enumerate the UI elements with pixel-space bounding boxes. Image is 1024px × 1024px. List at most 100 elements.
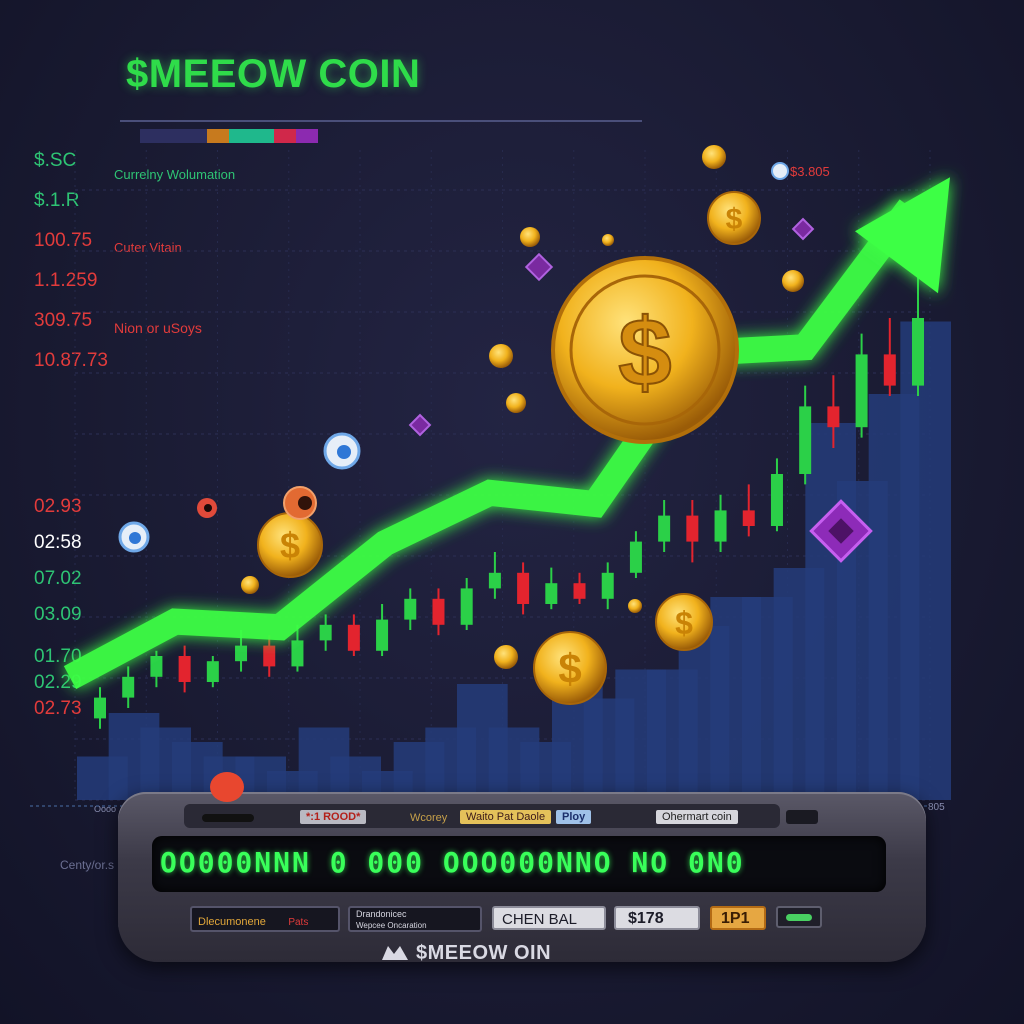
colorbar-segment bbox=[295, 129, 318, 143]
eye-bot-icon bbox=[283, 486, 317, 520]
field-value: Pats bbox=[288, 917, 309, 928]
axis-left-label: Oooo bbox=[94, 804, 117, 814]
field-label: Drandonicec bbox=[356, 909, 407, 919]
candle-body bbox=[714, 510, 727, 542]
console-tag: Waito Pat Daole bbox=[460, 810, 552, 824]
svg-text:$: $ bbox=[726, 203, 743, 236]
candle-body bbox=[122, 676, 135, 698]
coin-decorations: $ $ $ $ $ bbox=[118, 145, 873, 705]
left-value-label: 03.09 bbox=[34, 604, 82, 625]
candle-body bbox=[460, 588, 473, 625]
colorbar-segment bbox=[162, 129, 185, 143]
coin-icon: $ bbox=[655, 593, 713, 651]
left-value-label: 02:58 bbox=[34, 532, 82, 553]
candle-body bbox=[376, 619, 389, 651]
candle-body bbox=[545, 583, 558, 604]
candle-body bbox=[629, 541, 642, 573]
color-legend-bar bbox=[140, 129, 318, 143]
svg-text:$: $ bbox=[558, 645, 581, 692]
axis-right-label: 805 bbox=[928, 802, 945, 813]
candle-body bbox=[347, 624, 360, 651]
console-tag: Wcorey bbox=[410, 812, 448, 824]
candle-body bbox=[855, 354, 868, 428]
candle-body bbox=[573, 583, 586, 599]
console-switch[interactable] bbox=[786, 810, 818, 824]
small-coin-icon bbox=[628, 599, 642, 613]
console-toggle[interactable] bbox=[776, 906, 822, 928]
svg-text:$: $ bbox=[618, 299, 671, 406]
candle-body bbox=[770, 474, 783, 526]
volume-bar bbox=[900, 321, 951, 800]
candle-body bbox=[235, 645, 248, 662]
eye-bot-icon bbox=[118, 521, 150, 553]
candle-body bbox=[686, 515, 699, 542]
svg-text:$: $ bbox=[280, 525, 300, 566]
small-coin-icon bbox=[602, 234, 614, 246]
candle-body bbox=[404, 598, 417, 620]
candle-body bbox=[912, 318, 924, 386]
purple-gem-icon bbox=[809, 499, 873, 563]
candle-body bbox=[178, 656, 191, 682]
candle-body bbox=[658, 515, 671, 542]
candle-body bbox=[150, 656, 163, 677]
left-value-label: 02.29 bbox=[34, 672, 82, 693]
eye-bot-icon bbox=[323, 432, 361, 470]
colorbar-segment bbox=[229, 129, 252, 143]
candle-body bbox=[263, 645, 276, 667]
annotation-cutter-vitain: Cuter Vitain bbox=[114, 240, 182, 255]
candlesticks bbox=[94, 266, 924, 729]
left-value-label: 309.75 bbox=[34, 310, 93, 331]
colorbar-segment bbox=[206, 129, 229, 143]
cat-logo-icon bbox=[380, 944, 410, 962]
left-value-label: $.SC bbox=[34, 150, 77, 171]
small-coin-icon bbox=[702, 145, 726, 169]
balance-value-field: $178 bbox=[614, 906, 700, 930]
left-value-label: 10.87.73 bbox=[34, 350, 108, 371]
candle-body bbox=[488, 572, 501, 589]
candle-body bbox=[291, 640, 304, 667]
small-coin-icon bbox=[241, 576, 259, 594]
left-value-label: 1.1.259 bbox=[34, 270, 98, 291]
small-coin-icon bbox=[520, 227, 540, 247]
mascot-icon bbox=[210, 772, 244, 802]
balance-label-field: CHEN BAL bbox=[492, 906, 606, 930]
console-tag: *:1 ROOD* bbox=[300, 810, 367, 824]
trend-line bbox=[63, 199, 921, 690]
small-coin-icon bbox=[489, 344, 513, 368]
small-coin-icon bbox=[782, 270, 804, 292]
coin-icon: $ bbox=[257, 512, 323, 578]
coin-icon: $ bbox=[707, 191, 761, 245]
candle-body bbox=[827, 406, 840, 428]
colorbar-segment bbox=[184, 129, 207, 143]
candle-body bbox=[206, 661, 219, 682]
purple-gem-icon bbox=[524, 252, 554, 282]
annotation-nion-or-usoys: Nion or uSoys bbox=[114, 320, 202, 336]
trend-arrowhead bbox=[855, 177, 950, 294]
console-field-1: Dlecumonene Pats bbox=[190, 906, 340, 932]
big-coin-icon: $ bbox=[551, 256, 739, 444]
eye-bot-icon bbox=[771, 162, 789, 180]
left-value-label: $.1.R bbox=[34, 190, 80, 211]
left-value-label: 07.02 bbox=[34, 568, 82, 589]
left-value-label: 02.93 bbox=[34, 496, 82, 517]
bottom-left-label: Centy/or.s bbox=[60, 858, 115, 872]
colorbar-segment bbox=[251, 129, 274, 143]
left-value-label: 100.75 bbox=[34, 230, 93, 251]
candle-body bbox=[601, 572, 614, 599]
field-label: Dlecumonene bbox=[198, 916, 266, 928]
small-coin-icon bbox=[506, 393, 526, 413]
console-field-2: Drandonicec Wepcee Oncaration bbox=[348, 906, 482, 932]
left-value-label: 01.70 bbox=[34, 646, 82, 667]
candle-body bbox=[883, 354, 896, 386]
trend-arrow bbox=[63, 177, 950, 690]
colorbar-segment bbox=[140, 129, 163, 143]
coin-icon: $ bbox=[533, 631, 607, 705]
candle-body bbox=[799, 406, 812, 474]
console-brand: $MEEOW OIN bbox=[416, 942, 552, 964]
field-value: Wepcee Oncaration bbox=[356, 921, 427, 930]
chart-title: $MEEOW COIN bbox=[126, 52, 421, 96]
toggle-indicator bbox=[786, 914, 812, 921]
ticker-screen: OO000NNN 0 000 ООО000NNO NO 0N0 bbox=[152, 836, 886, 892]
